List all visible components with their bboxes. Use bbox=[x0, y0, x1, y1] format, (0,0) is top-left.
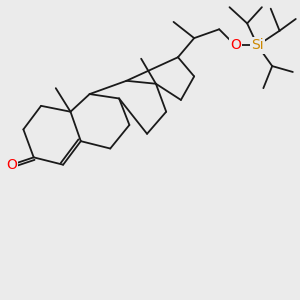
Text: O: O bbox=[230, 38, 241, 52]
Text: O: O bbox=[6, 158, 17, 172]
Text: Si: Si bbox=[251, 38, 264, 52]
